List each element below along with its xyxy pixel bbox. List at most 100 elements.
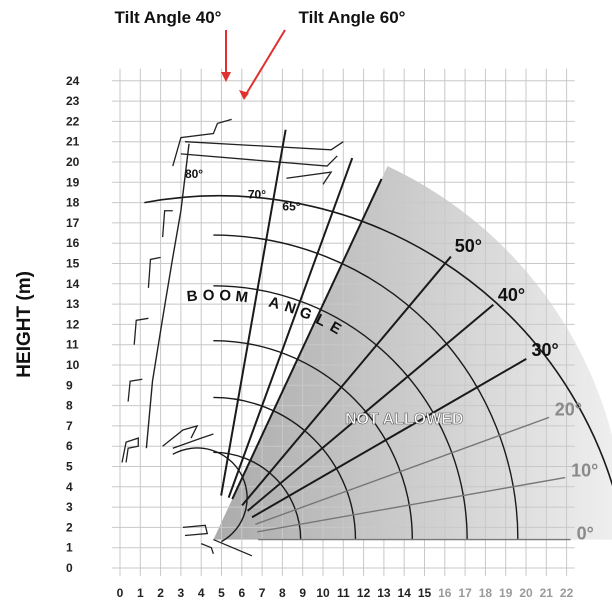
grid [111, 68, 575, 577]
boom-outline [147, 256, 161, 288]
boom-angle-label: 20° [555, 399, 582, 419]
x-tick-label: 13 [377, 586, 391, 600]
y-tick-label: 1 [66, 541, 73, 555]
boom-outline [172, 433, 214, 449]
x-tick-label: 3 [178, 586, 185, 600]
boom-angle-label: 30° [532, 340, 559, 360]
y-tick-label: 0 [66, 561, 73, 575]
boom-outline [180, 153, 338, 167]
x-tick-label: 11 [337, 586, 350, 600]
x-tick-label: 15 [418, 586, 432, 600]
y-tick-label: 16 [66, 236, 80, 250]
y-tick-label: 6 [66, 439, 73, 453]
axis-ticks: 0 1 2 3 4 5 6 7 8 9 10 11 12 13 14 15 16 17 18 19 20 21 220123… [14, 74, 574, 600]
x-tick-label: 18 [479, 586, 493, 600]
callout-arrowhead-40 [221, 72, 231, 82]
outer-envelope-arc [144, 195, 612, 487]
x-tick-label: 2 [157, 586, 164, 600]
x-tick-label: 12 [357, 586, 371, 600]
boom-ray [257, 476, 566, 533]
y-tick-label: 9 [66, 378, 73, 392]
extension-arc [213, 451, 302, 540]
x-tick-label: 4 [198, 586, 205, 600]
boom-outline [172, 118, 232, 167]
boom-ray [241, 255, 452, 507]
boom-outline [121, 437, 139, 463]
extension-arc [213, 234, 519, 540]
y-tick-label: 21 [66, 135, 80, 149]
boom-angle-arc-char: G [297, 304, 314, 324]
not-allowed-label: NOT ALLOWED [345, 411, 464, 428]
y-tick-label: 10 [66, 358, 80, 372]
extension-arc [213, 285, 468, 540]
x-tick-label: 17 [458, 586, 472, 600]
x-tick-label: 16 [438, 586, 452, 600]
boom-envelope-line [145, 143, 190, 449]
boom-angle-label: 70° [248, 188, 266, 202]
boom-angle-label: 65° [282, 200, 300, 214]
boom-outline [182, 524, 209, 537]
boom-angle-arc-char: O [219, 287, 232, 305]
x-tick-label: 8 [279, 586, 286, 600]
y-tick-label: 20 [66, 155, 80, 169]
boom-angle-label: 50° [455, 236, 482, 256]
boom-ray [255, 416, 550, 525]
x-tick-label: 0 [117, 586, 124, 600]
y-tick-label: 17 [66, 216, 80, 230]
x-tick-label: 9 [299, 586, 306, 600]
boom-outline [213, 538, 253, 557]
y-tick-label: 22 [66, 114, 80, 128]
y-tick-label: 3 [66, 500, 73, 514]
x-tick-label: 5 [218, 586, 225, 600]
x-tick-label: 22 [560, 586, 574, 600]
boom-outline [161, 210, 173, 238]
y-tick-label: 14 [66, 277, 80, 291]
x-tick-label: 7 [259, 586, 266, 600]
boom-ray [220, 129, 287, 496]
boom-angle-label: 40° [498, 285, 525, 305]
x-tick-label: 10 [316, 586, 330, 600]
y-tick-label: 12 [66, 317, 80, 331]
extension-arc [213, 339, 414, 540]
boom-ray [227, 157, 354, 498]
y-tick-label: 4 [66, 480, 73, 494]
y-tick-label: 15 [66, 257, 80, 271]
x-tick-label: 14 [398, 586, 412, 600]
boom-outline [184, 141, 344, 151]
y-tick-label: 23 [66, 94, 80, 108]
base-arc [172, 447, 248, 543]
x-tick-label: 20 [519, 586, 533, 600]
boom-angle-arc-char: M [235, 288, 249, 306]
boom-angle-arc-char: N [282, 298, 298, 318]
x-tick-label: 21 [540, 586, 554, 600]
y-tick-label: 8 [66, 399, 73, 413]
y-tick-label: 7 [66, 419, 73, 433]
tilt-angle-40-label: Tilt Angle 40° [115, 8, 222, 27]
boom-outline [133, 317, 149, 345]
y-tick-label: 11 [66, 338, 79, 352]
boom-ray [251, 358, 527, 519]
boom-angle-label: 0° [577, 524, 594, 544]
boom-outline [286, 171, 333, 185]
x-tick-label: 6 [238, 586, 245, 600]
boom-angle-arc-char: O [203, 287, 215, 304]
y-tick-label: 13 [66, 297, 80, 311]
boom-ray [231, 178, 383, 500]
boom-angle-rays: 80° 70° 65° 50° 40° 30° 20° 10° 0° [185, 129, 598, 544]
boom-silhouettes [121, 118, 344, 557]
tilt-angle-60-label: Tilt Angle 60° [299, 8, 406, 27]
x-tick-label: 19 [499, 586, 513, 600]
x-tick-label: 1 [137, 586, 144, 600]
y-tick-label: 18 [66, 196, 80, 210]
callout-arrow-60 [244, 29, 286, 97]
y-tick-label: 2 [66, 520, 73, 534]
y-axis-label: HEIGHT (m) [14, 271, 35, 378]
y-tick-label: 5 [66, 460, 73, 474]
boom-angle-arc-char: B [186, 288, 198, 306]
boom-ray [246, 303, 494, 512]
boom-angle-label: 10° [571, 460, 598, 480]
y-tick-label: 19 [66, 175, 80, 189]
boom-angle-arc-char: A [267, 294, 282, 313]
